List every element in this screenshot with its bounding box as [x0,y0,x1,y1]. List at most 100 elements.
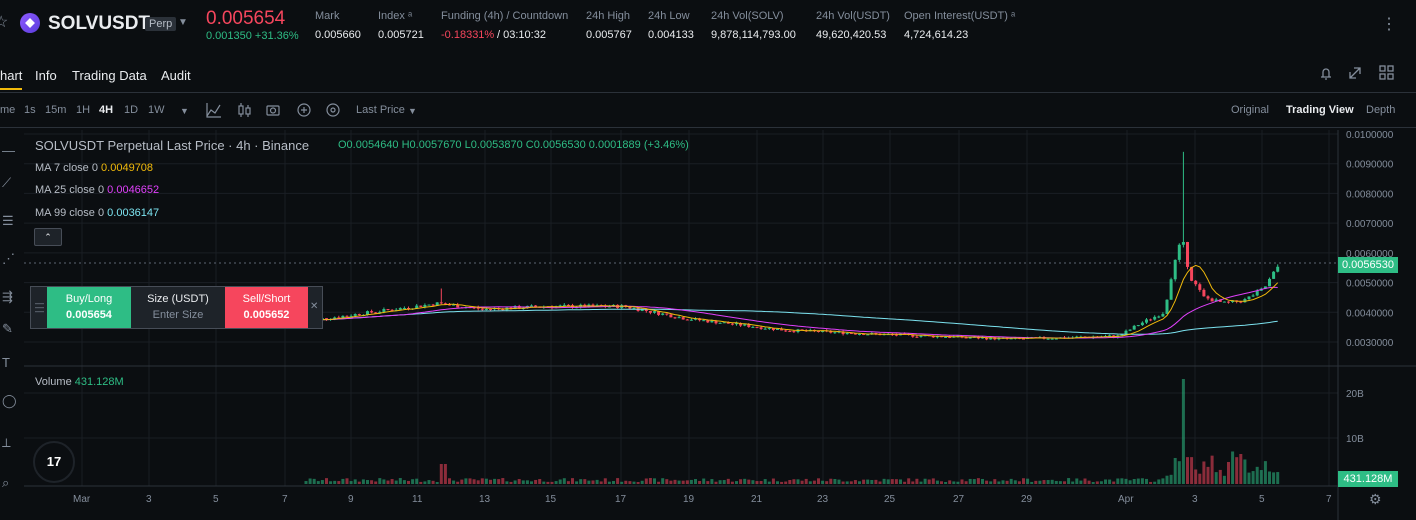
layout-grid-icon[interactable] [1379,65,1394,80]
fib-tool-icon[interactable]: ☰ [2,213,14,228]
pattern-tool-icon[interactable]: ⋰ [2,251,15,266]
ma25-line [305,286,1278,339]
volume-bar [1067,478,1071,484]
candle-body [640,309,644,311]
volume-bar [530,481,533,484]
candle-body [632,308,636,310]
candle-body [1165,299,1169,314]
view-original[interactable]: Original [1231,104,1269,116]
favorite-star-icon[interactable]: ☆ [0,14,9,31]
interval-1d[interactable]: 1D [124,104,139,116]
volume-legend: Volume 431.128M [35,376,124,388]
candle-body [1268,278,1271,287]
text-tool-icon[interactable]: T [2,355,10,370]
interval-15m[interactable]: 15m [45,104,67,116]
indicator-icon[interactable] [206,103,221,118]
volume-bar [849,481,853,484]
tab-audit[interactable]: Audit [161,68,191,83]
volume-bar [1079,480,1083,484]
chart-settings-icon[interactable]: ⚙ [1369,491,1382,507]
bell-icon[interactable] [1321,68,1331,80]
drag-handle-icon[interactable]: — — — [35,298,44,316]
tradingview-logo[interactable]: 17 [33,441,75,483]
symbol-name[interactable]: SOLVUSDT [48,13,151,34]
volume-bar [1071,481,1075,484]
collapse-legend-button[interactable]: ⌃ [34,228,62,246]
add-indicator-icon[interactable] [297,103,311,117]
expand-icon[interactable] [1349,67,1361,79]
ma7-legend[interactable]: MA 7 close 0 0.0049708 [35,162,153,174]
ma25-legend[interactable]: MA 25 close 0 0.0046652 [35,184,159,196]
interval-more-icon[interactable]: ▼ [180,106,189,116]
candle-body [476,307,480,309]
vol-base-label: 24h Vol(SOLV) [711,10,784,22]
candle-body [653,311,656,313]
volume-bar [1030,481,1034,484]
volume-bar [407,480,410,484]
volume-bar [739,479,743,484]
more-options-icon[interactable]: ⋮ [1381,16,1397,33]
tab-trading-data[interactable]: Trading Data [72,68,147,83]
price-type-caret-icon[interactable]: ▼ [408,106,417,116]
volume-bar [534,479,538,484]
cursor-tool-icon[interactable]: — [2,143,15,158]
sell-short-button[interactable]: Sell/Short 0.005652 [225,287,308,328]
volume-bar [858,481,861,484]
date-axis-label: 27 [953,494,965,505]
interval-time[interactable]: me [0,104,16,116]
price-chart[interactable]: 0.0100000 0.0090000 0.0080000 0.0070000 0.00… [24,130,1416,520]
volume-bar [952,481,956,484]
index-label[interactable]: Index ᵃ [378,10,413,22]
zoom-tool-icon[interactable]: ⌕ [2,475,10,490]
ruler-tool-icon[interactable]: ⟂ [2,435,11,450]
volume-bar [903,481,907,484]
tab-info[interactable]: Info [35,68,57,83]
volume-bar [1251,471,1255,484]
volume-bar [415,478,419,484]
size-input[interactable]: Size (USDT) Enter Size [133,287,223,328]
candle-body [484,309,488,311]
candle-body [419,305,423,307]
oi-value: 4,724,614.23 [904,29,969,41]
trendline-tool-icon[interactable]: ⟋ [2,175,12,190]
price-type-select[interactable]: Last Price [356,104,405,116]
date-axis: Mar 3 5 7 9 11 13 15 17 19 21 23 25 27 29 Apr 3 5 7 [73,494,1332,505]
volume-bar [320,480,324,484]
volume-bar [427,480,431,484]
size-placeholder[interactable]: Enter Size [152,309,204,321]
symbol-dropdown-icon[interactable]: ▼ [178,17,188,28]
view-trading-view[interactable]: Trading View [1286,104,1354,116]
ma99-legend[interactable]: MA 99 close 0 0.0036147 [35,207,159,219]
brush-tool-icon[interactable]: ✎ [2,321,13,336]
volume-bar [1001,480,1005,484]
volume-bar [853,480,857,484]
candle-body [349,315,353,317]
interval-1h[interactable]: 1H [76,104,91,116]
candle-body [1276,266,1280,272]
chart-grid [24,130,1338,486]
buy-long-button[interactable]: Buy/Long 0.005654 [47,287,131,328]
buy-label: Buy/Long [65,293,113,305]
volume-bar [894,479,898,484]
volume-bar [333,480,337,484]
oi-label[interactable]: Open Interest(USDT) ᵃ [904,10,1016,22]
candle-body [780,328,784,331]
tab-chart[interactable]: hart [0,68,23,90]
view-depth[interactable]: Depth [1366,104,1396,116]
prediction-tool-icon[interactable]: ⇶ [2,289,13,304]
candle-body [333,317,337,319]
settings-icon[interactable] [326,103,340,117]
emoji-tool-icon[interactable]: ◯ [2,393,17,408]
interval-1s[interactable]: 1s [24,104,36,116]
volume-bar [566,481,570,484]
candle-body [981,337,984,339]
interval-4h[interactable]: 4H [99,104,114,116]
screenshot-icon[interactable] [266,105,280,116]
date-axis-label: 13 [479,494,491,505]
interval-1w[interactable]: 1W [148,104,165,116]
candle-body [673,317,677,319]
candle-body [1181,242,1185,245]
candle-style-icon[interactable] [238,103,251,117]
volume-bar [1177,461,1181,484]
close-icon[interactable]: ✕ [310,301,319,312]
